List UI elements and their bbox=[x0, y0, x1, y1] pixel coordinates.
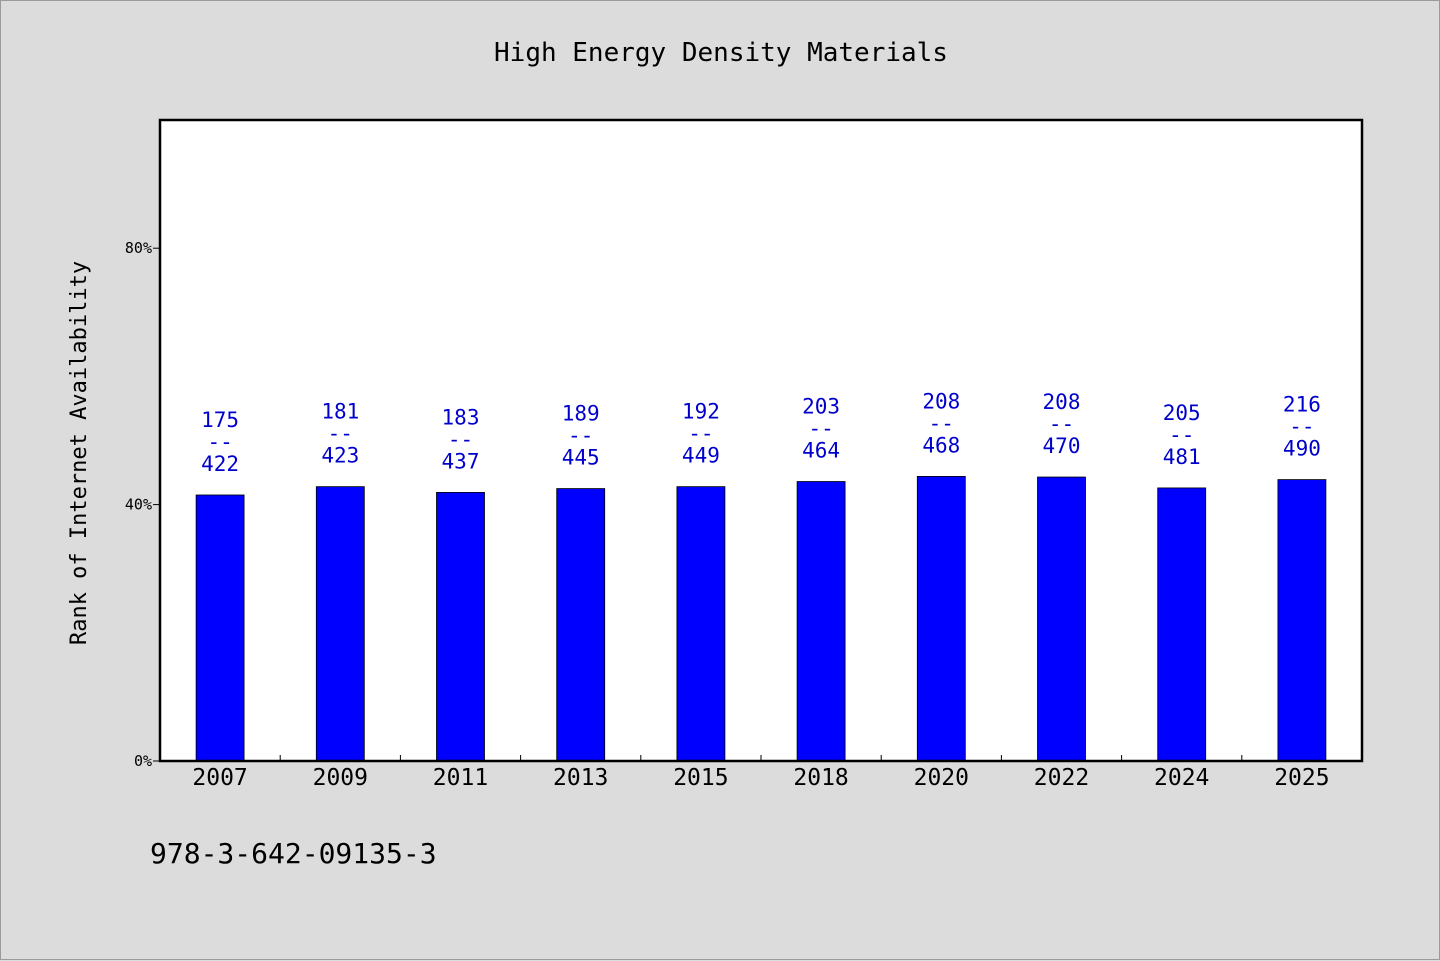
bar-2015 bbox=[676, 486, 726, 762]
bars-group bbox=[195, 475, 1327, 762]
bar-label-top-2009: 181 bbox=[321, 400, 359, 424]
bar-label-top-2020: 208 bbox=[922, 389, 960, 413]
bar-label-top-2022: 208 bbox=[1043, 390, 1081, 414]
bar-2011 bbox=[436, 492, 485, 762]
bar-label-sep-2007: -- bbox=[207, 430, 232, 454]
bar-label-sep-2024: -- bbox=[1169, 423, 1194, 447]
x-tick-label-2007: 2007 bbox=[192, 765, 247, 791]
bar-2018 bbox=[796, 481, 846, 762]
bar-label-sep-2011: -- bbox=[448, 427, 473, 451]
y-axis-ticks: 0% 40% 80% bbox=[125, 239, 160, 770]
bar-2013 bbox=[556, 488, 606, 762]
bar-label-bottom-2007: 422 bbox=[201, 452, 239, 476]
y-axis-label: Rank of Internet Availability bbox=[67, 261, 92, 645]
bar-label-top-2018: 203 bbox=[802, 395, 840, 419]
bar-2020 bbox=[916, 475, 966, 762]
bar-2024 bbox=[1157, 487, 1207, 762]
x-tick-label-2015: 2015 bbox=[673, 765, 728, 791]
y-tick-label-40: 40% bbox=[125, 496, 152, 514]
bar-label-sep-2022: -- bbox=[1049, 412, 1074, 436]
bar-label-sep-2025: -- bbox=[1289, 415, 1314, 439]
x-tick-label-2013: 2013 bbox=[553, 765, 608, 791]
bar-2025 bbox=[1277, 479, 1327, 762]
x-tick-label-2020: 2020 bbox=[914, 765, 969, 791]
bar-label-bottom-2022: 470 bbox=[1043, 434, 1081, 458]
bar-label-sep-2013: -- bbox=[568, 424, 593, 448]
bar-label-top-2013: 189 bbox=[562, 402, 600, 426]
bar-label-bottom-2025: 490 bbox=[1283, 437, 1321, 461]
x-axis-ticks: 2007 2009 2011 2013 2015 2018 2020 2022 2024 2025 bbox=[192, 755, 1330, 791]
bar-label-sep-2009: -- bbox=[328, 422, 353, 446]
bar-label-bottom-2009: 423 bbox=[321, 444, 359, 468]
x-tick-label-2009: 2009 bbox=[313, 765, 368, 791]
x-tick-label-2024: 2024 bbox=[1154, 765, 1209, 791]
bar-label-top-2015: 192 bbox=[682, 400, 720, 424]
bar-2009 bbox=[315, 486, 365, 762]
isbn-footer: 978-3-642-09135-3 bbox=[150, 837, 437, 870]
bar-2007 bbox=[195, 494, 245, 762]
bar-label-bottom-2011: 437 bbox=[442, 449, 480, 473]
bar-labels-group: 175--422181--423183--437189--445192--449… bbox=[201, 389, 1321, 476]
bar-label-bottom-2013: 445 bbox=[562, 446, 600, 470]
bar-label-top-2007: 175 bbox=[201, 408, 239, 432]
y-tick-label-0: 0% bbox=[134, 752, 152, 770]
x-tick-label-2018: 2018 bbox=[793, 765, 848, 791]
bar-label-bottom-2018: 464 bbox=[802, 439, 840, 463]
chart-title: High Energy Density Materials bbox=[494, 38, 948, 68]
bar-label-sep-2018: -- bbox=[808, 417, 833, 441]
x-tick-label-2022: 2022 bbox=[1034, 765, 1089, 791]
bar-label-bottom-2024: 481 bbox=[1163, 445, 1201, 469]
bar-label-bottom-2015: 449 bbox=[682, 444, 720, 468]
bar-label-sep-2020: -- bbox=[929, 411, 954, 435]
plot-border bbox=[158, 118, 1364, 763]
x-tick-label-2011: 2011 bbox=[433, 765, 488, 791]
bar-label-top-2024: 205 bbox=[1163, 401, 1201, 425]
bar-2022 bbox=[1037, 476, 1086, 762]
bar-label-bottom-2020: 468 bbox=[922, 433, 960, 457]
bar-label-sep-2015: -- bbox=[688, 422, 713, 446]
bar-label-top-2025: 216 bbox=[1283, 393, 1321, 417]
y-tick-label-80: 80% bbox=[125, 239, 152, 257]
bar-label-top-2011: 183 bbox=[442, 405, 480, 429]
x-tick-label-2025: 2025 bbox=[1274, 765, 1329, 791]
